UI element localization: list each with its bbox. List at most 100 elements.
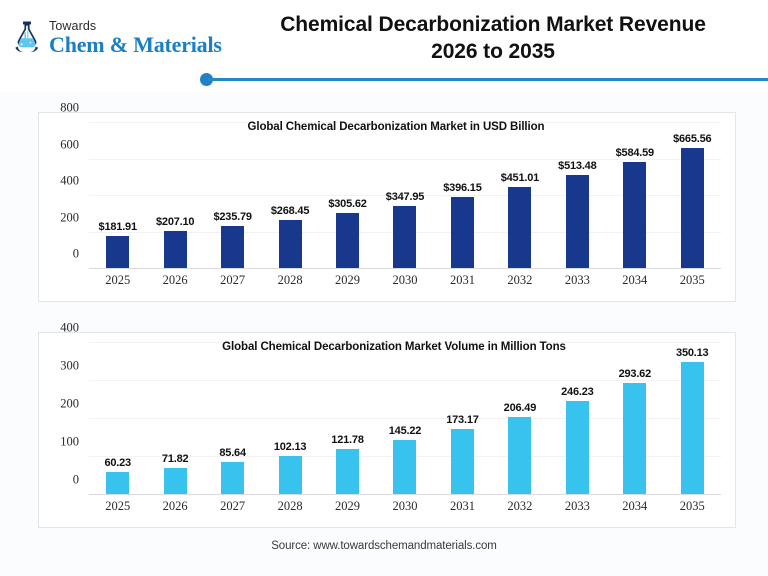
bar[interactable]: $207.10 — [156, 216, 195, 269]
plot-area-volume: 60.23 71.82 85.64 102.13 121.78 145.22 173.17 2… — [89, 342, 721, 495]
bar-group[interactable]: 246.23 — [549, 343, 606, 495]
bar-group[interactable]: 60.23 — [89, 343, 146, 495]
chart-panel-revenue: Global Chemical Decarbonization Market i… — [38, 101, 736, 302]
bar-group[interactable]: $268.45 — [261, 123, 318, 269]
x-tick-label: 2034 — [622, 273, 648, 287]
bar-group[interactable]: $513.48 — [549, 123, 606, 269]
bar-group[interactable]: $451.01 — [491, 123, 548, 269]
x-tick-label: 2031 — [449, 499, 475, 513]
bar[interactable]: $181.91 — [99, 221, 137, 269]
bar-group[interactable]: $181.91 — [89, 123, 146, 269]
bar[interactable]: 121.78 — [331, 434, 364, 495]
bar-group[interactable]: $305.62 — [319, 123, 376, 269]
x-tick-label: 2033 — [564, 499, 590, 513]
bar-value-label: $513.48 — [558, 160, 597, 173]
x-tick-label: 2026 — [162, 273, 188, 287]
plot-area-revenue: $181.91 $207.10 $235.79 $268.45 $305.62 $347.… — [89, 122, 721, 269]
bar[interactable]: $347.95 — [386, 191, 424, 269]
bar-group[interactable]: 121.78 — [319, 343, 376, 495]
x-tick-label: 2029 — [335, 499, 361, 513]
brand-line-name: Chem & Materials — [49, 31, 222, 57]
x-tick-label: 2031 — [449, 273, 475, 287]
y-axis-volume: 0 100 200 300 400 — [39, 321, 85, 495]
bar[interactable]: 60.23 — [104, 457, 131, 495]
x-tick-label: 2028 — [277, 273, 303, 287]
bar-series-volume: 60.23 71.82 85.64 102.13 121.78 145.22 173.17 2… — [89, 343, 721, 495]
bar[interactable]: 350.13 — [676, 347, 709, 495]
x-tick-label: 2034 — [622, 499, 648, 513]
bar[interactable]: $305.62 — [328, 198, 367, 269]
bar-group[interactable]: $347.95 — [376, 123, 433, 269]
divider-line — [208, 78, 768, 81]
bar-value-label: 350.13 — [676, 346, 709, 359]
bar-value-label: 173.17 — [446, 414, 479, 427]
page-title: Chemical Decarbonization Market Revenue … — [228, 12, 758, 66]
bar-value-label: 102.13 — [273, 441, 307, 454]
gridline — [89, 342, 721, 343]
y-tick-label: 400 — [60, 173, 79, 188]
bar[interactable]: $268.45 — [271, 205, 309, 269]
x-tick-label: 2032 — [507, 499, 533, 513]
bar[interactable]: 293.62 — [619, 368, 651, 495]
page-header: Towards Chem & Materials Chemical Decarb… — [0, 0, 768, 92]
bar[interactable]: $665.56 — [673, 133, 712, 269]
brand-wordmark: Towards Chem & Materials — [49, 20, 222, 56]
bar-value-label: $347.95 — [385, 190, 425, 203]
bar-value-label: 85.64 — [219, 447, 246, 460]
bar[interactable]: 206.49 — [504, 402, 536, 495]
y-tick-label: 0 — [72, 472, 79, 487]
bar[interactable]: 246.23 — [561, 386, 594, 495]
bar-value-label: $207.10 — [155, 216, 195, 229]
y-tick-label: 0 — [72, 246, 79, 261]
x-tick-label: 2032 — [507, 273, 533, 287]
bar-group[interactable]: $207.10 — [146, 123, 203, 269]
bar-group[interactable]: $235.79 — [204, 123, 261, 269]
bar[interactable]: 173.17 — [446, 414, 479, 495]
bar-value-label: 206.49 — [503, 401, 537, 414]
bar[interactable]: 85.64 — [219, 447, 246, 495]
brand-line-towards: Towards — [49, 19, 97, 34]
y-tick-label: 100 — [60, 434, 79, 449]
y-tick-label: 200 — [60, 396, 79, 411]
bar-value-label: $584.59 — [615, 147, 655, 160]
bar-group[interactable]: 145.22 — [376, 343, 433, 495]
bar-group[interactable]: $396.15 — [434, 123, 491, 269]
header-divider — [0, 73, 768, 87]
bar[interactable]: $513.48 — [558, 160, 597, 269]
bar-group[interactable]: 293.62 — [606, 343, 663, 495]
bar-series-revenue: $181.91 $207.10 $235.79 $268.45 $305.62 $347.… — [89, 123, 721, 269]
bar-group[interactable]: $665.56 — [664, 123, 721, 269]
divider-dot-icon — [200, 73, 213, 86]
x-tick-label: 2027 — [220, 499, 246, 513]
bar-group[interactable]: 85.64 — [204, 343, 261, 495]
chart-title-revenue: Global Chemical Decarbonization Market i… — [247, 121, 545, 133]
bar[interactable]: 71.82 — [162, 453, 189, 495]
bar-group[interactable]: 71.82 — [146, 343, 203, 495]
bar-value-label: $305.62 — [328, 198, 367, 211]
y-tick-label: 400 — [60, 320, 79, 335]
bar-group[interactable]: 206.49 — [491, 343, 548, 495]
bar-value-label: 246.23 — [561, 386, 594, 399]
bar-group[interactable]: 102.13 — [261, 343, 318, 495]
bar[interactable]: $396.15 — [443, 182, 482, 269]
bar[interactable]: 145.22 — [389, 425, 421, 495]
bar-value-label: $235.79 — [213, 210, 252, 223]
y-tick-label: 600 — [60, 137, 79, 151]
x-tick-label: 2035 — [679, 499, 705, 513]
bar[interactable]: $584.59 — [616, 147, 654, 269]
bar[interactable]: 102.13 — [274, 441, 307, 495]
bar-group[interactable]: 173.17 — [434, 343, 491, 495]
source-note: Source: www.towardschemandmaterials.com — [271, 540, 497, 552]
bar-value-label: $181.91 — [98, 220, 138, 233]
x-tick-label: 2030 — [392, 499, 418, 513]
bar[interactable]: $235.79 — [213, 211, 252, 269]
bar-value-label: $451.01 — [500, 171, 540, 184]
x-axis-volume: 2025 2026 2027 2028 2029 2030 2031 2032 2033 2034… — [89, 499, 721, 521]
bar-value-label: 71.82 — [161, 452, 189, 465]
bar-group[interactable]: $584.59 — [606, 123, 663, 269]
flask-icon — [10, 20, 44, 56]
bar[interactable]: $451.01 — [501, 172, 539, 269]
bar-value-label: 121.78 — [331, 433, 364, 446]
bar-group[interactable]: 350.13 — [664, 343, 721, 495]
x-axis-line-revenue — [89, 268, 721, 269]
